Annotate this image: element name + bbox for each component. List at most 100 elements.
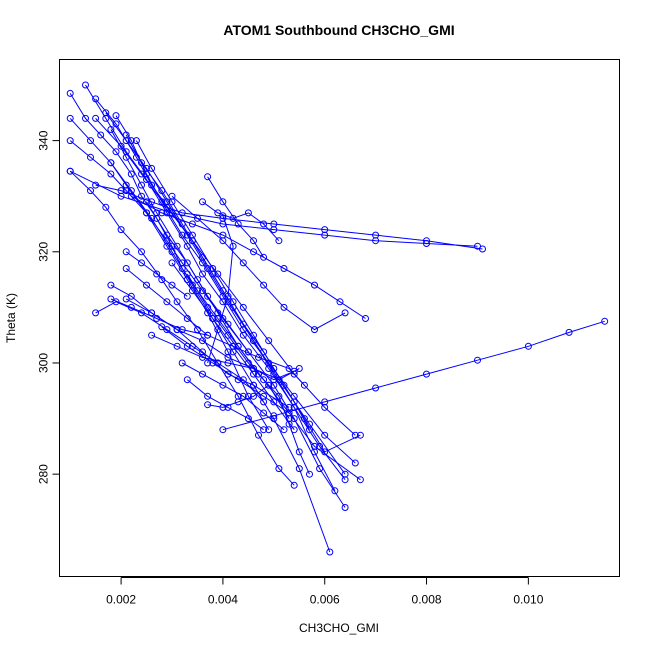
- data-point: [270, 412, 278, 420]
- series-19: [199, 198, 283, 245]
- data-point: [290, 481, 298, 489]
- data-point: [188, 220, 196, 228]
- data-point: [122, 248, 130, 256]
- x-tick-label: 0.006: [310, 593, 340, 607]
- data-point: [295, 465, 303, 473]
- data-point: [178, 209, 186, 217]
- series-35: [183, 270, 293, 423]
- series-31: [122, 248, 191, 300]
- data-point: [341, 309, 349, 317]
- data-point: [168, 209, 176, 217]
- data-point: [183, 315, 191, 322]
- data-point: [112, 112, 120, 120]
- series-line: [131, 195, 366, 319]
- data-point: [219, 381, 227, 389]
- series-21: [219, 317, 609, 434]
- data-point: [127, 192, 135, 200]
- data-point: [173, 326, 181, 334]
- data-point: [143, 281, 150, 289]
- data-point: [229, 298, 237, 306]
- data-point: [321, 231, 329, 239]
- data-point: [234, 376, 242, 384]
- data-point: [270, 226, 278, 234]
- data-point: [260, 348, 268, 356]
- data-point: [138, 159, 145, 167]
- series-line: [207, 215, 234, 364]
- data-point: [92, 95, 100, 103]
- data-point: [311, 442, 318, 450]
- data-point: [331, 487, 339, 495]
- y-tick-label: 340: [37, 130, 51, 150]
- data-point: [138, 192, 145, 200]
- data-point: [280, 381, 288, 389]
- data-point: [356, 476, 364, 484]
- data-point: [244, 392, 252, 400]
- data-point: [122, 265, 130, 272]
- data-point: [199, 270, 206, 278]
- data-point: [127, 303, 135, 311]
- series-27: [158, 323, 293, 417]
- series-23: [107, 281, 293, 411]
- data-point: [351, 459, 359, 467]
- data-point: [244, 415, 252, 423]
- chart-title: ATOM1 Southbound CH3CHO_GMI: [223, 22, 454, 38]
- series-line: [135, 140, 310, 430]
- data-point: [204, 303, 212, 311]
- y-tick-label: 320: [37, 241, 51, 261]
- data-point: [280, 265, 288, 272]
- data-point: [229, 214, 237, 222]
- data-point: [66, 137, 74, 145]
- data-point: [183, 376, 191, 384]
- data-point: [356, 431, 364, 439]
- data-point: [270, 365, 278, 372]
- data-point: [280, 303, 288, 311]
- data-point: [336, 298, 344, 306]
- data-point: [275, 376, 283, 384]
- data-point: [194, 214, 201, 222]
- data-point: [148, 331, 156, 339]
- data-point: [244, 209, 252, 217]
- data-point: [321, 448, 329, 456]
- data-point: [372, 237, 380, 245]
- x-tick-label: 0.008: [412, 593, 442, 607]
- data-point: [326, 548, 334, 556]
- series-line: [125, 268, 208, 336]
- data-point: [290, 367, 298, 375]
- data-point: [199, 353, 206, 361]
- data-point: [224, 359, 232, 367]
- data-point: [234, 220, 242, 228]
- series-15: [66, 167, 481, 250]
- data-point: [255, 431, 262, 439]
- data-point: [82, 81, 89, 89]
- data-point: [275, 237, 283, 245]
- data-point: [127, 170, 135, 178]
- data-point: [163, 326, 171, 334]
- data-point: [107, 170, 115, 178]
- data-point: [92, 114, 100, 122]
- data-point: [341, 504, 349, 511]
- data-point: [143, 198, 150, 206]
- data-point: [250, 381, 257, 389]
- data-point: [290, 398, 298, 406]
- y-tick-label: 300: [37, 353, 51, 373]
- series-line: [171, 262, 295, 430]
- data-point: [270, 398, 278, 406]
- data-point: [601, 317, 609, 325]
- data-point: [321, 398, 329, 406]
- series-34: [168, 259, 298, 434]
- data-point: [117, 226, 125, 234]
- data-point: [178, 359, 186, 367]
- data-point: [117, 192, 125, 200]
- series-line: [110, 284, 290, 408]
- data-point: [138, 248, 145, 256]
- series-line: [146, 201, 249, 353]
- data-point: [255, 353, 262, 361]
- data-point: [270, 376, 278, 384]
- y-axis-label: Theta (K): [4, 293, 18, 343]
- data-point: [306, 426, 313, 434]
- series-line: [207, 176, 265, 258]
- series-line: [181, 362, 285, 431]
- data-point: [158, 198, 166, 206]
- data-point: [183, 259, 191, 267]
- data-point: [372, 384, 380, 392]
